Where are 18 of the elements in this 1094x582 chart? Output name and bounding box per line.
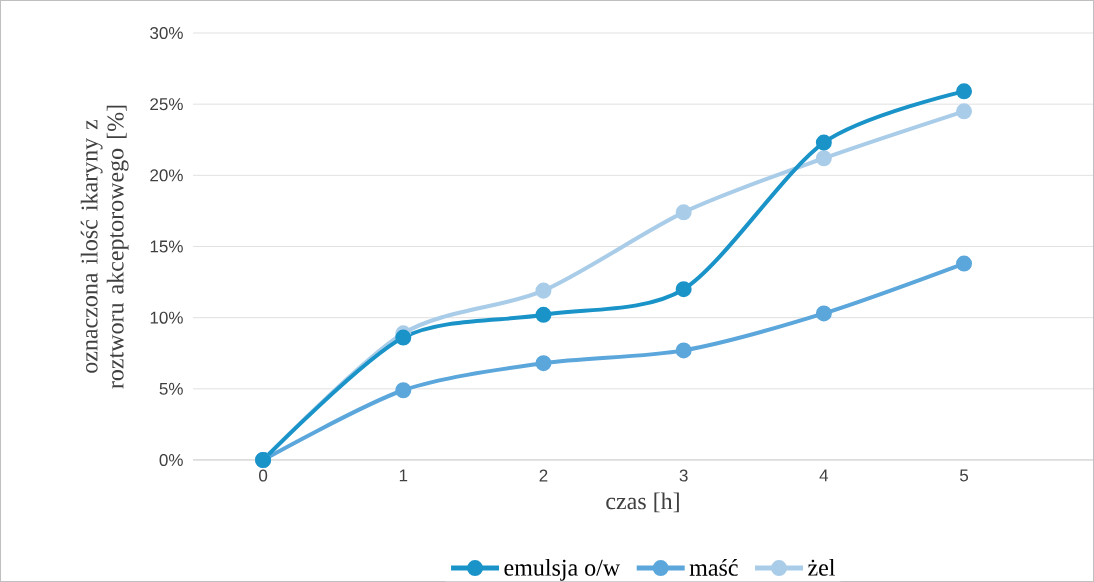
y-tick-label: 5% [159,382,183,395]
y-tick-label: 10% [150,311,183,324]
y-tick-label: 15% [150,240,183,253]
x-axis-title: czas [h] [606,492,679,513]
y-axis-title: oznaczona ilość ikaryny z roztworu akceptorowego [%] [80,105,129,389]
legend-label: żel [808,558,835,576]
x-tick-label: 4 [819,469,829,482]
y-tick-label: 0% [159,453,183,467]
x-tick-label: 5 [959,469,969,482]
x-tick-label: 1 [399,469,408,482]
y-tick-label: 20% [150,169,183,182]
legend-label: emulsja o/w [504,558,621,581]
x-tick-label: 2 [539,469,548,482]
legend-label: maść [689,558,738,576]
y-tick-label: 25% [150,98,183,111]
y-tick-label: 30% [150,26,183,40]
x-tick-label: 0 [259,469,268,482]
x-tick-label: 3 [679,469,688,482]
